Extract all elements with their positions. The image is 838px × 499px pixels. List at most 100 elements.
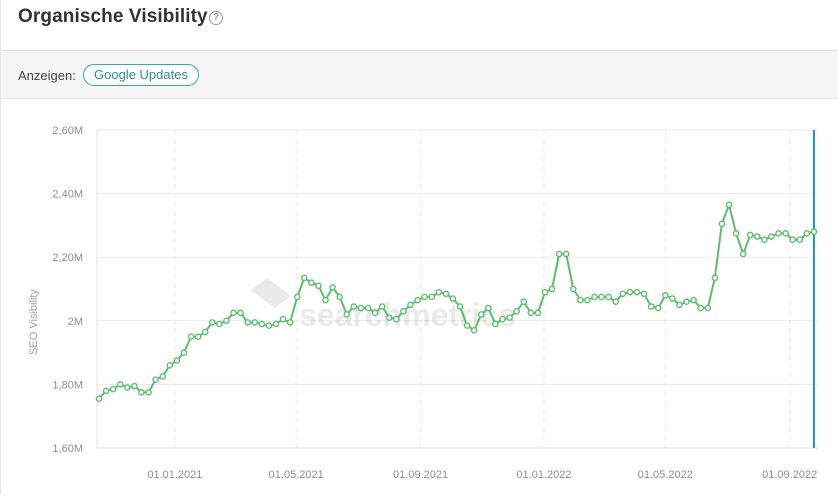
data-point xyxy=(357,304,365,312)
data-point xyxy=(442,290,450,298)
data-point xyxy=(173,357,181,364)
data-point xyxy=(286,319,294,326)
data-point xyxy=(520,298,528,306)
data-point xyxy=(485,304,492,312)
data-point xyxy=(152,376,159,383)
data-point xyxy=(768,233,775,240)
y-tick-label: 2,20M xyxy=(52,252,83,264)
data-point xyxy=(470,327,478,334)
data-point xyxy=(761,236,768,244)
data-point xyxy=(350,303,358,310)
data-point xyxy=(569,285,577,293)
data-point xyxy=(244,319,251,326)
y-tick-label: 1,60M xyxy=(52,443,83,455)
data-point xyxy=(690,296,697,304)
data-point xyxy=(499,315,506,323)
data-point xyxy=(322,296,329,304)
data-point xyxy=(251,319,259,326)
y-tick-label: 2M xyxy=(68,316,83,328)
chart-area: searchmetrics 1,60M 1,80M 2M 2,20M 2,40M 2,60… xyxy=(1,100,838,494)
data-point xyxy=(704,304,712,312)
visibility-chart: searchmetrics 1,60M1,80M2M2,20M2,40M2,60… xyxy=(28,125,819,481)
data-point xyxy=(308,279,315,286)
data-point xyxy=(279,315,287,323)
y-tick-label: 2,60M xyxy=(52,125,83,137)
data-point xyxy=(775,230,782,237)
data-point xyxy=(201,328,209,336)
data-point xyxy=(591,293,598,301)
x-tick-label: 01.09.2022 xyxy=(762,469,817,481)
data-point xyxy=(626,288,634,296)
data-point xyxy=(669,295,676,302)
axes: 1,60M 1,80M 2M 2,20M 2,40M 2,60M 01.01.2021 01.… xyxy=(52,125,819,481)
data-point xyxy=(109,385,117,393)
data-point xyxy=(577,296,584,304)
data-point xyxy=(732,230,740,237)
data-point xyxy=(428,293,436,301)
card-header: Organische Visibility ? xyxy=(1,0,838,50)
data-point xyxy=(661,292,669,299)
data-point xyxy=(95,395,103,403)
data-point xyxy=(513,307,520,315)
x-tick-label: 01.05.2021 xyxy=(269,469,324,481)
x-tick-label: 01.05.2022 xyxy=(638,469,693,481)
data-point xyxy=(711,274,719,282)
data-point xyxy=(435,288,443,296)
data-point xyxy=(194,333,202,340)
data-point xyxy=(739,250,747,258)
data-point xyxy=(223,317,230,325)
data-point xyxy=(378,303,386,310)
data-point xyxy=(315,282,322,290)
filter-toolbar: Anzeigen: Google Updates xyxy=(1,50,838,99)
data-point xyxy=(725,201,733,209)
grid xyxy=(97,129,819,449)
data-point xyxy=(605,293,612,301)
data-point xyxy=(534,309,542,317)
data-point xyxy=(364,304,372,312)
x-tick-label: 01.09.2021 xyxy=(393,469,448,481)
data-point xyxy=(400,307,407,315)
data-point xyxy=(272,320,280,328)
data-point xyxy=(746,231,754,239)
data-point xyxy=(371,309,379,317)
data-point xyxy=(421,293,428,301)
help-circle-icon[interactable]: ? xyxy=(209,11,223,25)
series-path xyxy=(98,203,815,400)
data-point xyxy=(647,303,655,310)
data-point xyxy=(124,384,131,391)
data-point xyxy=(477,311,485,318)
data-point xyxy=(208,319,216,326)
data-point xyxy=(393,315,400,323)
data-point xyxy=(343,311,351,318)
data-point xyxy=(216,320,223,328)
data-point xyxy=(541,288,549,296)
data-point xyxy=(293,293,301,301)
data-point xyxy=(166,362,174,369)
y-tick-label: 1,80M xyxy=(52,379,83,391)
data-point xyxy=(187,333,195,340)
data-point xyxy=(463,322,471,329)
data-point xyxy=(258,320,266,328)
data-point xyxy=(449,295,457,302)
y-tick-label: 2,40M xyxy=(52,189,83,201)
data-point xyxy=(385,314,393,321)
data-point xyxy=(300,274,308,282)
data-point xyxy=(414,296,421,304)
data-point xyxy=(562,250,570,258)
data-point xyxy=(456,303,464,310)
google-updates-toggle[interactable]: Google Updates xyxy=(83,64,199,86)
data-point xyxy=(612,298,620,306)
data-point xyxy=(782,230,789,237)
data-point xyxy=(159,373,167,380)
data-point xyxy=(754,233,761,240)
show-label: Anzeigen: xyxy=(18,68,76,83)
x-tick-label: 01.01.2021 xyxy=(147,469,202,481)
data-point xyxy=(548,285,556,293)
data-point xyxy=(796,236,804,244)
data-point xyxy=(329,284,336,291)
data-point xyxy=(230,309,237,317)
page-title: Organische Visibility xyxy=(18,6,208,27)
data-point xyxy=(265,322,273,329)
data-point xyxy=(492,320,499,328)
